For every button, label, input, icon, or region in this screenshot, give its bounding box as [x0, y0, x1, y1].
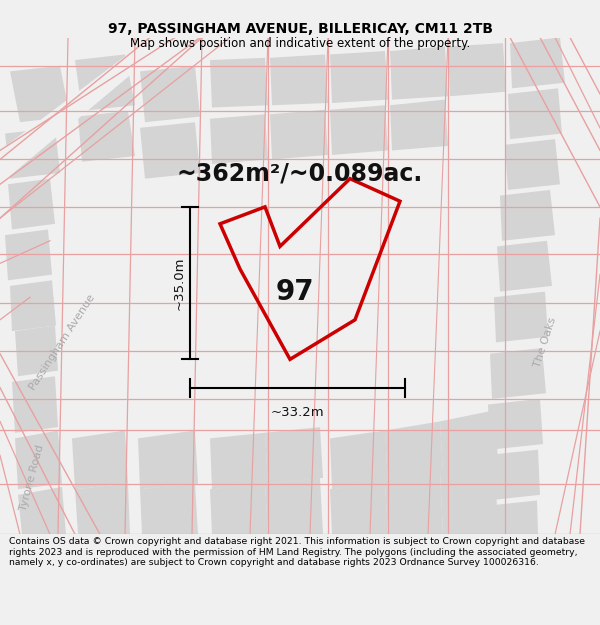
- Polygon shape: [494, 292, 548, 342]
- Text: Passingham Avenue: Passingham Avenue: [28, 292, 97, 392]
- Text: ~35.0m: ~35.0m: [173, 256, 186, 310]
- Polygon shape: [10, 66, 70, 122]
- Polygon shape: [140, 484, 198, 534]
- Polygon shape: [12, 376, 58, 432]
- Polygon shape: [15, 431, 62, 489]
- Polygon shape: [5, 229, 52, 280]
- Text: Map shows position and indicative extent of the property.: Map shows position and indicative extent…: [130, 38, 470, 51]
- Text: ~33.2m: ~33.2m: [271, 406, 325, 419]
- Polygon shape: [440, 410, 498, 472]
- Polygon shape: [385, 472, 443, 534]
- Polygon shape: [500, 190, 555, 241]
- Polygon shape: [140, 66, 200, 122]
- Polygon shape: [330, 51, 388, 103]
- Polygon shape: [15, 326, 58, 376]
- Polygon shape: [440, 461, 498, 534]
- Polygon shape: [390, 46, 448, 99]
- Polygon shape: [72, 431, 128, 489]
- Polygon shape: [385, 421, 443, 484]
- Polygon shape: [488, 399, 543, 449]
- Text: Tyrone Road: Tyrone Road: [19, 444, 46, 512]
- Polygon shape: [75, 484, 130, 534]
- Polygon shape: [497, 241, 552, 292]
- Polygon shape: [448, 43, 506, 96]
- Text: 97, PASSINGHAM AVENUE, BILLERICAY, CM11 2TB: 97, PASSINGHAM AVENUE, BILLERICAY, CM11 …: [107, 22, 493, 36]
- Polygon shape: [210, 58, 268, 108]
- Polygon shape: [18, 487, 66, 534]
- Polygon shape: [330, 431, 388, 489]
- Polygon shape: [10, 280, 56, 331]
- Polygon shape: [265, 427, 323, 484]
- Polygon shape: [0, 38, 175, 184]
- Polygon shape: [270, 110, 328, 159]
- Polygon shape: [138, 431, 198, 489]
- Polygon shape: [390, 99, 448, 151]
- Polygon shape: [210, 114, 268, 164]
- Polygon shape: [505, 139, 560, 190]
- Text: ~362m²/~0.089ac.: ~362m²/~0.089ac.: [177, 161, 423, 185]
- Polygon shape: [75, 54, 135, 111]
- Text: 97: 97: [275, 278, 314, 306]
- Polygon shape: [485, 449, 540, 501]
- Polygon shape: [78, 111, 135, 162]
- Text: The Oaks: The Oaks: [532, 316, 558, 369]
- Polygon shape: [508, 88, 562, 139]
- Polygon shape: [490, 348, 546, 399]
- Polygon shape: [270, 54, 328, 105]
- Polygon shape: [5, 128, 60, 179]
- Polygon shape: [210, 432, 268, 489]
- Polygon shape: [210, 484, 268, 534]
- Polygon shape: [510, 38, 565, 88]
- Polygon shape: [330, 105, 388, 155]
- Polygon shape: [483, 501, 538, 534]
- Polygon shape: [265, 478, 323, 534]
- Polygon shape: [140, 122, 200, 179]
- Polygon shape: [330, 484, 388, 534]
- Polygon shape: [8, 179, 55, 229]
- Text: Contains OS data © Crown copyright and database right 2021. This information is : Contains OS data © Crown copyright and d…: [9, 538, 585, 568]
